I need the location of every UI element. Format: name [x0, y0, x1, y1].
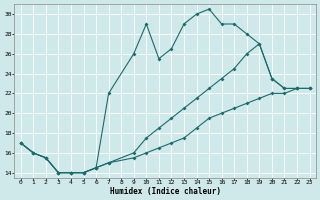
- X-axis label: Humidex (Indice chaleur): Humidex (Indice chaleur): [110, 187, 220, 196]
